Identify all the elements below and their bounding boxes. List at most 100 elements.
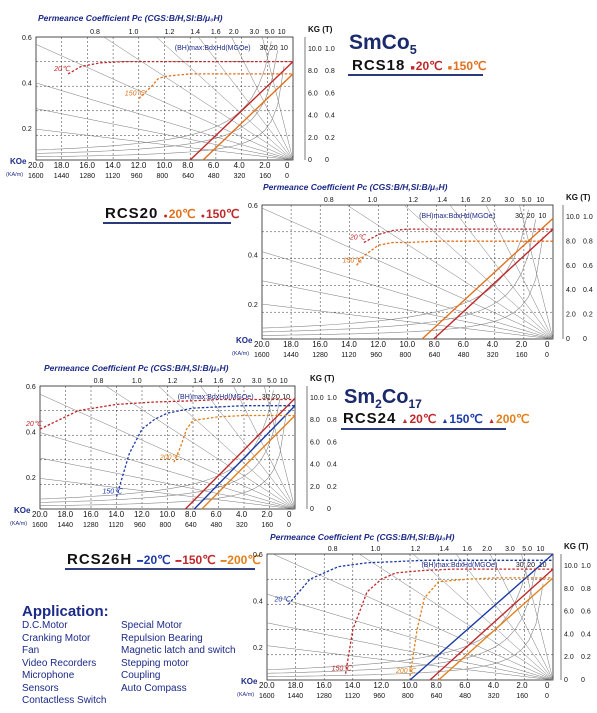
koe-tick-label: 14.0 <box>109 510 125 519</box>
temp-label-t20: 20℃ <box>273 595 291 603</box>
t-tick-label: 0.8 <box>583 238 593 245</box>
permeance-line <box>272 553 554 681</box>
pc-tick-label: 1.6 <box>214 378 224 385</box>
pc-tick-label: 1.6 <box>462 546 472 553</box>
ka-tick-label: 1120 <box>345 693 360 700</box>
kg-tick-label: 8.0 <box>308 68 318 75</box>
permeance-line <box>519 204 554 340</box>
t-tick-label: 0.2 <box>581 654 591 661</box>
series-intrinsic-20c <box>287 559 553 605</box>
pc-tick-label: 1.4 <box>437 197 447 204</box>
koe-tick-label: 14.0 <box>341 340 357 349</box>
pc-tick-label: 1.2 <box>411 546 421 553</box>
bhmax-curve <box>266 583 544 677</box>
series-intrinsic-20c <box>39 398 295 430</box>
koe-tick-label: 8.0 <box>182 161 194 170</box>
ka-tick-label: 1440 <box>283 352 299 359</box>
pc-tick-label: 2.0 <box>229 29 239 36</box>
kg-tick-label: 6.0 <box>564 609 574 616</box>
permeance-line <box>105 385 296 510</box>
ka-tick-label: 160 <box>262 522 274 529</box>
permeance-line <box>346 204 554 340</box>
bhmax-label: (BH)max:BdxHd(MGOe) <box>178 394 254 401</box>
ka-tick-label: 800 <box>402 693 414 700</box>
t-tick-label: 0.8 <box>581 586 591 593</box>
t-tick-label: 1.0 <box>325 46 335 53</box>
panel-heading: Permeance Coefficient Pc (CGS:B/H,SI:B/μ… <box>270 532 455 542</box>
permeance-line <box>39 394 296 510</box>
grade-rcs18: RCS18 ■20℃ ■150℃ <box>352 57 487 74</box>
bhmax-curve <box>262 236 544 336</box>
bhmax-curve <box>39 414 287 506</box>
kg-tick-label: 4.0 <box>310 462 320 469</box>
permeance-line <box>39 457 296 510</box>
permeance-line <box>35 44 294 161</box>
grade-rcs18-underline <box>348 74 483 76</box>
ka-tick-label: 1440 <box>288 693 304 700</box>
left-tick-label: 0.4 <box>253 599 263 606</box>
koe-tick-label: 4.0 <box>234 161 246 170</box>
ka-tick-label: 160 <box>516 693 528 700</box>
permeance-line <box>35 128 294 161</box>
t-tick-label: 0 <box>583 336 587 343</box>
kg-axis-label: KG (T) <box>566 193 591 202</box>
sm2co17-title: Sm2Co17 <box>344 386 422 411</box>
bhmax-curve <box>35 65 285 157</box>
left-tick-label: 0.6 <box>248 203 258 210</box>
ka-tick-label: 0 <box>545 352 549 359</box>
ka-tick-label: 800 <box>400 352 412 359</box>
series-intrinsic-20c <box>67 60 293 75</box>
left-tick-label: 0.4 <box>248 253 258 260</box>
application-item: Sensors <box>22 682 59 694</box>
kg-tick-label: 0 <box>310 506 314 513</box>
chart-panel-rcs24: Permeance Coefficient Pc (CGS:B/H,SI:B/μ… <box>10 363 337 529</box>
ka-tick-label: 160 <box>259 173 271 180</box>
left-tick-label: 0.2 <box>248 302 258 309</box>
marker-150c: ▲ <box>441 418 450 425</box>
permeance-line <box>485 204 554 340</box>
koe-tick-label: 4.0 <box>488 681 500 690</box>
left-tick-label: 0.2 <box>253 645 263 652</box>
marker-200c: ━ <box>220 556 228 566</box>
application-item: D.C.Motor <box>22 620 68 631</box>
kg-tick-label: 10.0 <box>564 563 578 570</box>
bhmax-value: 30 <box>516 562 524 569</box>
bhmax-value: 10 <box>282 394 290 401</box>
ka-tick-label: 1600 <box>254 352 270 359</box>
kg-tick-label: 8.0 <box>566 238 576 245</box>
series-normal-20c <box>433 228 554 340</box>
smco5-title: SmCo5 <box>349 31 417 58</box>
koe-tick-label: 20.0 <box>28 161 44 170</box>
kg-tick-label: 0 <box>566 336 570 343</box>
koe-tick-label: 12.0 <box>370 340 386 349</box>
t-tick-label: 0 <box>325 157 329 164</box>
bhmax-value: 30 <box>260 45 268 52</box>
kg-tick-label: 4.0 <box>566 287 576 294</box>
marker-20c: ▲ <box>401 418 410 425</box>
bhmax-value: 30 <box>515 213 523 220</box>
series-intrinsic-150c <box>344 568 553 674</box>
application-col1: D.C.Motor Cranking Motor Fan Video Recor… <box>22 620 106 708</box>
ka-tick-label: 0 <box>545 693 549 700</box>
kg-tick-label: 2.0 <box>308 135 318 142</box>
koe-tick-label: 20.0 <box>254 340 270 349</box>
application-item: Video Recorders <box>22 657 97 669</box>
pc-tick-label: 1.0 <box>132 378 142 385</box>
t-tick-label: 0.4 <box>581 631 591 638</box>
koe-axis-label: KOe <box>10 157 27 166</box>
koe-tick-label: 16.0 <box>83 510 99 519</box>
ka-tick-label: 1440 <box>58 522 74 529</box>
series-intrinsic-200c <box>409 577 553 677</box>
marker-150c: ● <box>200 213 206 220</box>
ka-tick-label: 480 <box>208 173 220 180</box>
permeance-line <box>266 622 554 681</box>
bhmax-curve <box>266 558 530 671</box>
t-tick-label: 0.8 <box>327 417 337 424</box>
kg-tick-label: 4.0 <box>308 113 318 120</box>
bhmax-value: 20 <box>527 213 535 220</box>
koe-tick-label: 12.0 <box>131 161 147 170</box>
ka-tick-label: 160 <box>516 352 528 359</box>
pc-tick-label: 2.0 <box>482 546 492 553</box>
ka-tick-label: 960 <box>134 522 146 529</box>
pc-tick-label: 0.8 <box>328 546 338 553</box>
